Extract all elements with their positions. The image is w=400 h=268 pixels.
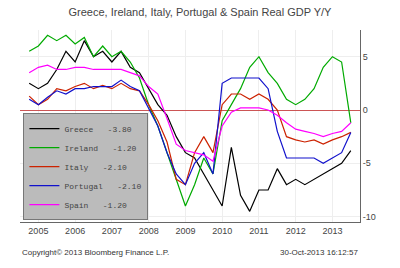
svg-text:Copyright© 2013 Bloomberg Fina: Copyright© 2013 Bloomberg Finance L.P. [22, 248, 169, 257]
svg-text:Spain -1.20: Spain -1.20 [64, 201, 127, 210]
svg-text:30-Oct-2013 16:12:57: 30-Oct-2013 16:12:57 [280, 248, 358, 257]
svg-text:Italy -2.10: Italy -2.10 [64, 163, 127, 172]
svg-text:Portugal -2.10: Portugal -2.10 [64, 182, 141, 191]
svg-text:-10: -10 [363, 212, 376, 222]
svg-text:Greece, Ireland, Italy, Portug: Greece, Ireland, Italy, Portugal & Spain… [69, 6, 333, 18]
svg-text:2008: 2008 [139, 226, 159, 236]
svg-text:2009: 2009 [175, 226, 195, 236]
svg-text:5: 5 [363, 52, 368, 62]
svg-text:2012: 2012 [286, 226, 306, 236]
svg-text:Ireland -1.20: Ireland -1.20 [64, 144, 136, 153]
svg-text:2006: 2006 [65, 226, 85, 236]
svg-text:2005: 2005 [28, 226, 48, 236]
svg-text:-5: -5 [363, 158, 371, 168]
svg-text:2011: 2011 [249, 226, 268, 236]
svg-text:2007: 2007 [102, 226, 122, 236]
svg-text:0: 0 [363, 105, 368, 115]
svg-text:2013: 2013 [322, 226, 342, 236]
svg-text:2010: 2010 [212, 226, 232, 236]
svg-text:Greece -3.80: Greece -3.80 [64, 125, 131, 134]
